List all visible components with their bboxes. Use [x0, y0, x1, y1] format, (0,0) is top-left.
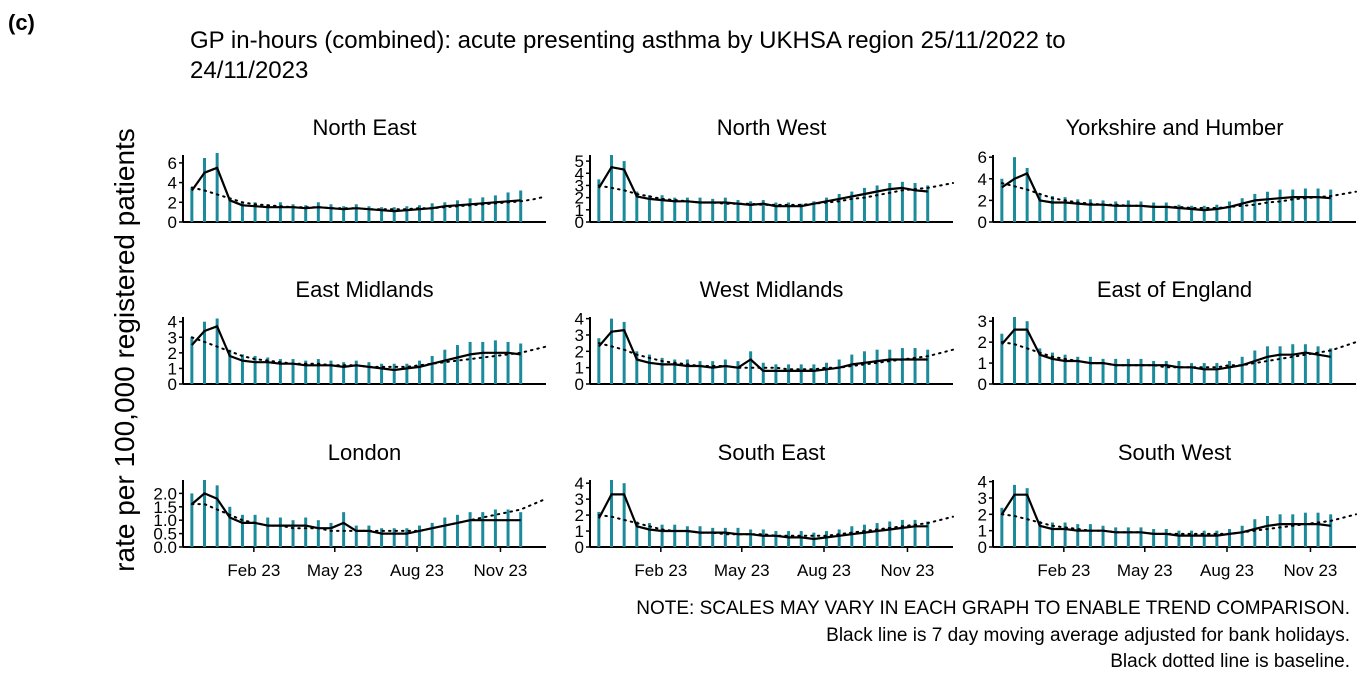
x-tick-label: Feb 23 — [634, 561, 687, 580]
baseline-line — [190, 336, 547, 368]
moving-average-line — [191, 166, 521, 213]
y-tick-label: 3 — [575, 176, 584, 195]
panel-title: South West — [1118, 440, 1231, 465]
y-tick-label: 2 — [978, 333, 987, 352]
note: Black line is 7 day moving average adjus… — [826, 625, 1350, 646]
y-tick-label: 0 — [978, 213, 987, 232]
y-axis-label: rate per 100,000 registered patients — [109, 128, 140, 572]
baseline-line — [190, 497, 547, 532]
y-tick-label: 3 — [168, 328, 177, 347]
panel-title: North West — [717, 115, 827, 140]
y-tick-label: 4 — [978, 170, 987, 189]
baseline-line — [597, 514, 954, 537]
baseline-line — [597, 342, 954, 371]
y-tick-label: 4 — [168, 174, 177, 193]
y-tick-label: 3 — [978, 489, 987, 508]
x-tick-label: Feb 23 — [1037, 561, 1090, 580]
y-tick-label: 6 — [168, 154, 177, 173]
x-tick-label: Nov 23 — [1284, 561, 1338, 580]
chart-title: GP in-hours (combined): acute presenting… — [190, 27, 1066, 54]
y-tick-label: 2 — [575, 342, 584, 361]
x-tick-label: Nov 23 — [881, 561, 935, 580]
x-tick-label: May 23 — [714, 561, 770, 580]
x-tick-label: Aug 23 — [797, 561, 851, 580]
y-tick-label: 2.0 — [153, 484, 177, 503]
y-tick-label: 1 — [978, 522, 987, 541]
moving-average-line — [1001, 328, 1331, 371]
panel-title: East of England — [1097, 277, 1252, 302]
y-tick-label: 0 — [978, 375, 987, 394]
y-tick-label: 2 — [978, 505, 987, 524]
moving-average-line — [597, 493, 928, 541]
panel-title: North East — [313, 115, 417, 140]
y-tick-label: 1 — [978, 354, 987, 373]
y-tick-label: 1.5 — [153, 498, 177, 517]
x-tick-label: Aug 23 — [390, 561, 444, 580]
x-tick-label: May 23 — [1117, 561, 1173, 580]
y-tick-label: 0 — [575, 375, 584, 394]
y-tick-label: 0 — [168, 213, 177, 232]
y-tick-label: 3 — [978, 312, 987, 331]
y-tick-label: 4 — [978, 473, 987, 492]
panel-title: London — [328, 440, 401, 465]
y-tick-label: 2 — [575, 506, 584, 525]
baseline-line — [1000, 182, 1357, 209]
x-tick-label: Aug 23 — [1200, 561, 1254, 580]
y-tick-label: 1 — [168, 359, 177, 378]
y-tick-label: 4 — [575, 310, 584, 329]
y-tick-label: 4 — [168, 313, 177, 332]
y-tick-label: 3 — [575, 490, 584, 509]
y-tick-label: 2 — [575, 189, 584, 208]
y-tick-label: 2 — [168, 193, 177, 212]
x-tick-label: May 23 — [307, 561, 363, 580]
y-tick-label: 0 — [575, 213, 584, 232]
y-tick-label: 0 — [575, 538, 584, 557]
y-tick-label: 0.5 — [153, 525, 177, 544]
note: NOTE: SCALES MAY VARY IN EACH GRAPH TO E… — [636, 598, 1350, 619]
baseline-line — [1000, 513, 1357, 535]
y-tick-label: 0 — [168, 375, 177, 394]
y-tick-label: 1 — [575, 522, 584, 541]
moving-average-line — [1000, 493, 1331, 537]
panel-label: (c) — [8, 10, 35, 35]
y-tick-label: 4 — [575, 474, 584, 493]
moving-average-line — [598, 329, 928, 372]
baseline-line — [597, 182, 954, 206]
y-tick-label: 2 — [978, 191, 987, 210]
y-tick-label: 1.0 — [153, 511, 177, 530]
chart-title: 24/11/2023 — [190, 57, 308, 84]
panel-title: East Midlands — [295, 277, 433, 302]
moving-average-line — [1001, 172, 1331, 212]
note: Black dotted line is baseline. — [1110, 651, 1350, 672]
x-tick-label: Nov 23 — [474, 561, 528, 580]
y-tick-label: 0 — [978, 538, 987, 557]
y-tick-label: 1 — [575, 201, 584, 220]
panel-title: West Midlands — [700, 277, 844, 302]
y-tick-label: 5 — [575, 152, 584, 171]
x-tick-label: Feb 23 — [227, 561, 280, 580]
y-tick-label: 2 — [168, 344, 177, 363]
panel-title: South East — [718, 440, 826, 465]
y-tick-label: 4 — [575, 164, 584, 183]
baseline-line — [1000, 341, 1357, 369]
y-tick-label: 3 — [575, 326, 584, 345]
moving-average-line — [597, 166, 928, 208]
panel-title: Yorkshire and Humber — [1065, 115, 1283, 140]
y-tick-label: 1 — [575, 359, 584, 378]
y-tick-label: 0.0 — [153, 538, 177, 557]
y-tick-label: 6 — [978, 148, 987, 167]
